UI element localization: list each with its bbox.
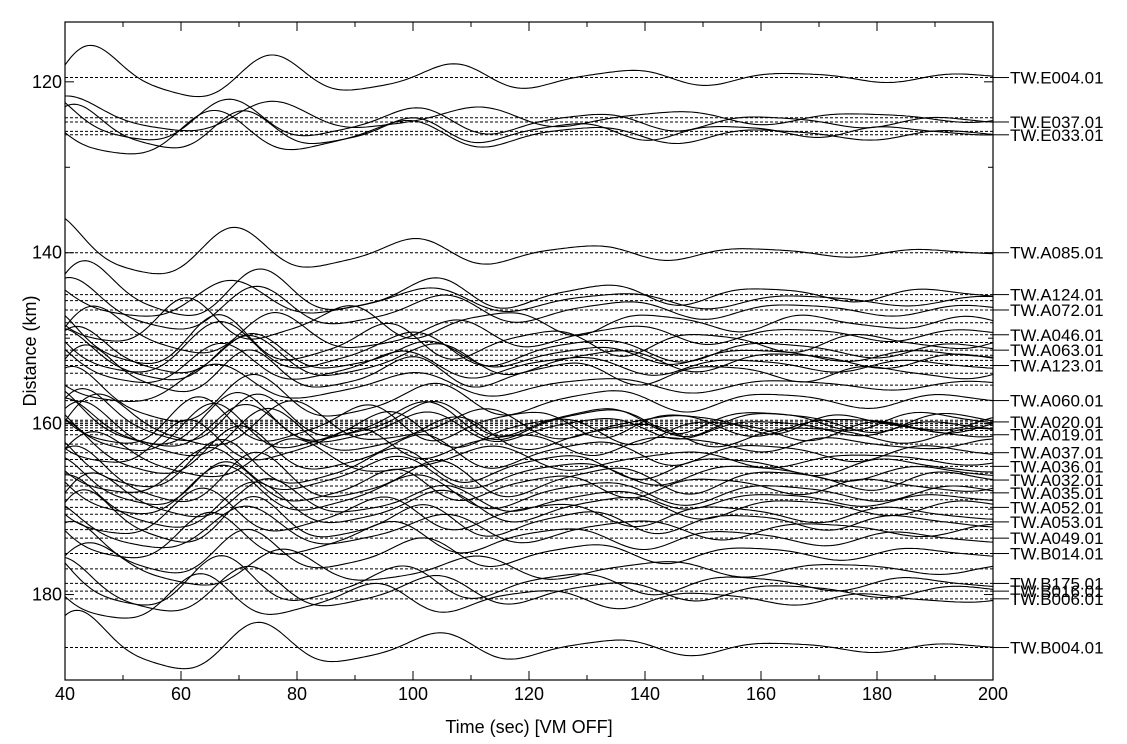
trace-line [64, 325, 994, 374]
x-tick-label: 160 [746, 684, 776, 704]
trace-line [64, 277, 994, 330]
station-label: TW.A052.01 [1010, 498, 1104, 517]
trace-line [64, 363, 994, 402]
x-axis-ticks: 40 60 80 100 120 140 160 180 200 [55, 22, 1008, 704]
trace-line [64, 472, 994, 518]
station-label: TW.E037.01 [1010, 113, 1104, 132]
trace-line [64, 218, 994, 275]
trace-line [64, 445, 994, 503]
trace-line [64, 419, 994, 474]
station-label: TW.A035.01 [1010, 484, 1104, 503]
station-label: TW.A037.01 [1010, 444, 1104, 463]
trace-line [64, 396, 994, 444]
station-label: TW.A123.01 [1010, 357, 1104, 376]
trace-line [64, 446, 994, 493]
trace-line [64, 573, 994, 619]
trace-line [64, 321, 994, 373]
trace-line [64, 438, 993, 488]
trace-line [64, 44, 994, 98]
station-label: TW.A053.01 [1010, 513, 1104, 532]
trace-line [65, 95, 994, 132]
trace-line [65, 474, 994, 528]
x-tick-label: 140 [630, 684, 660, 704]
trace-line [64, 511, 994, 559]
x-tick-label: 180 [862, 684, 892, 704]
station-label: TW.A032.01 [1010, 471, 1104, 490]
x-tick-label: 60 [171, 684, 191, 704]
station-label: TW.A036.01 [1010, 457, 1104, 476]
station-label: TW.B004.01 [1010, 639, 1104, 658]
x-axis-label: Time (sec) [VM OFF] [445, 717, 612, 737]
trace-line [64, 103, 994, 149]
trace-line [64, 431, 994, 478]
x-tick-label: 120 [514, 684, 544, 704]
station-label: TW.A019.01 [1010, 426, 1104, 445]
y-axis-label: Distance (km) [20, 295, 40, 406]
x-tick-label: 100 [398, 684, 428, 704]
trace-line [64, 457, 994, 506]
x-tick-label: 40 [55, 684, 75, 704]
trace-series [64, 44, 994, 670]
station-label: TW.B175.01 [1010, 574, 1104, 593]
trace-line [64, 260, 994, 316]
trace-line [64, 98, 994, 141]
station-label: TW.A049.01 [1010, 529, 1104, 548]
y-tick-label: 140 [32, 243, 62, 263]
trace-line [64, 505, 994, 549]
station-label: TW.A060.01 [1010, 392, 1104, 411]
station-label: TW.B006.01 [1010, 590, 1104, 609]
x-tick-label: 80 [287, 684, 307, 704]
y-axis-ticks: 120 140 160 180 [32, 72, 993, 681]
station-label: TW.A063.01 [1010, 341, 1104, 360]
trace-line [64, 109, 994, 155]
trace-line [64, 489, 994, 543]
trace-line [64, 279, 994, 317]
trace-line [64, 390, 994, 445]
station-label: TW.A072.01 [1010, 301, 1104, 320]
y-tick-label: 120 [32, 72, 62, 92]
trace-line [64, 464, 994, 515]
trace-line [64, 520, 994, 574]
trace-line [64, 609, 994, 670]
y-tick-label: 180 [32, 585, 62, 605]
y-tick-label: 160 [32, 414, 62, 434]
station-label: TW.A046.01 [1010, 326, 1104, 345]
trace-line [64, 314, 994, 364]
trace-line [64, 365, 994, 422]
x-tick-label: 200 [978, 684, 1008, 704]
station-label: TW.E033.01 [1010, 126, 1104, 145]
station-label: TW.B016.01 [1010, 582, 1104, 601]
trace-line [64, 402, 994, 452]
trace-line [64, 344, 994, 393]
station-label: TW.A085.01 [1010, 244, 1104, 263]
station-label: TW.B014.01 [1010, 545, 1104, 564]
station-label: TW.A124.01 [1010, 286, 1104, 305]
trace-line [64, 400, 994, 457]
trace-line [64, 305, 994, 354]
station-label: TW.A020.01 [1010, 413, 1104, 432]
station-label: TW.E004.01 [1010, 69, 1104, 88]
trace-line [64, 487, 994, 535]
